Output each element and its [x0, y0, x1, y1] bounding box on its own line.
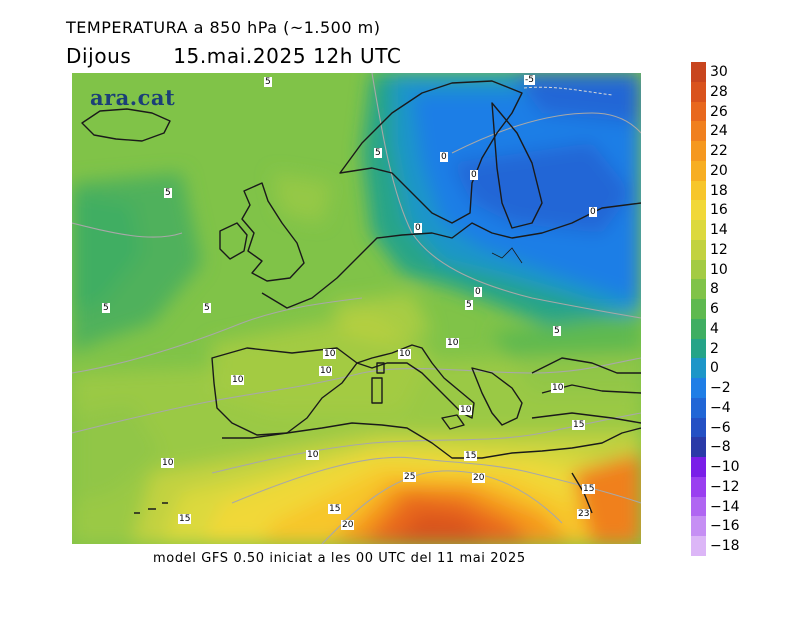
contour-label: 0: [440, 152, 448, 162]
colorbar-swatch: [691, 81, 706, 102]
colorbar-swatch: [691, 338, 706, 359]
contour-label: -5: [524, 75, 535, 85]
colorbar-swatch: [691, 496, 706, 517]
colorbar-swatch: [691, 536, 706, 557]
colorbar-swatch: [691, 476, 706, 498]
forecast-day: Dijous: [66, 44, 132, 68]
contour-label: 5: [203, 303, 211, 313]
colorbar-swatch: [691, 516, 706, 537]
colorbar-swatch: [691, 417, 706, 438]
colorbar-tick-label: −2: [710, 380, 731, 397]
colorbar-swatch: [691, 279, 706, 300]
contour-label: 0: [414, 223, 422, 233]
contour-label: 0: [589, 207, 597, 217]
colorbar-tick-label: 20: [710, 162, 728, 179]
colorbar-tick-label: 16: [710, 202, 728, 219]
colorbar-tick-label: 2: [710, 340, 719, 357]
contour-label: 10: [231, 375, 245, 385]
colorbar-swatch: [691, 101, 706, 122]
colorbar-swatch: [691, 358, 706, 379]
colorbar-swatch: [691, 180, 706, 201]
colorbar-swatch: [691, 220, 706, 241]
colorbar-swatch: [691, 200, 706, 221]
contour-label: 23: [577, 509, 591, 519]
colorbar-tick-label: −6: [710, 419, 731, 436]
colorbar-tick-label: −8: [710, 439, 731, 456]
colorbar-swatch: [691, 121, 706, 142]
colorbar-tick-label: 4: [710, 320, 719, 337]
forecast-datetime: 15.mai.2025 12h UTC: [173, 44, 402, 68]
colorbar-swatch: [691, 318, 706, 340]
contour-label: 10: [551, 383, 565, 393]
map-field: [72, 73, 641, 544]
temperature-map: ara.cat 5 -5 5 0 0 5 0 0 5 5 0 5 5 10 10…: [72, 73, 641, 544]
colorbar-tick-label: 24: [710, 123, 728, 140]
colorbar-tick-label: 26: [710, 103, 728, 120]
contour-label: 10: [161, 458, 175, 468]
colorbar-tick-label: −10: [710, 459, 740, 476]
colorbar-swatch: [691, 457, 706, 478]
colorbar-tick-label: 28: [710, 83, 728, 100]
contour-label: 5: [102, 303, 110, 313]
colorbar-tick-label: 22: [710, 143, 728, 160]
colorbar-tick-label: 12: [710, 241, 728, 258]
model-info: model GFS 0.50 iniciat a les 00 UTC del …: [153, 551, 526, 566]
colorbar-tick-label: −4: [710, 399, 731, 416]
contour-label: 15: [464, 451, 478, 461]
contour-label: 0: [470, 170, 478, 180]
colorbar-tick-label: 0: [710, 360, 719, 377]
colorbar-tick-label: 10: [710, 261, 728, 278]
contour-label: 20: [341, 520, 355, 530]
map-title: TEMPERATURA a 850 hPa (~1.500 m): [66, 18, 381, 37]
contour-label: 10: [323, 349, 337, 359]
colorbar-tick-label: 14: [710, 222, 728, 239]
colorbar-tick-label: 30: [710, 64, 728, 80]
contour-label: 15: [178, 514, 192, 524]
colorbar-swatch: [691, 378, 706, 399]
colorbar-swatch: [691, 239, 706, 261]
colorbar-tick-label: −14: [710, 498, 740, 515]
colorbar-tick-label: 8: [710, 281, 719, 298]
contour-label: 10: [306, 450, 320, 460]
contour-label: 15: [572, 420, 586, 430]
contour-label: 25: [403, 472, 417, 482]
temperature-colorbar: [691, 62, 706, 557]
contour-label: 20: [472, 473, 486, 483]
colorbar-tick-label: 18: [710, 182, 728, 199]
contour-label: 0: [474, 287, 482, 297]
contour-label: 5: [374, 148, 382, 158]
colorbar-swatch: [691, 259, 706, 280]
colorbar-tick-label: −16: [710, 518, 740, 535]
contour-label: 10: [319, 366, 333, 376]
contour-label: 10: [398, 349, 412, 359]
colorbar-swatch: [691, 397, 706, 419]
contour-label: 15: [328, 504, 342, 514]
contour-label: 5: [264, 77, 272, 87]
ara-cat-logo: ara.cat: [90, 85, 176, 110]
contour-label: 10: [446, 338, 460, 348]
colorbar-tick-label: 6: [710, 301, 719, 318]
colorbar-tick-label: −12: [710, 478, 740, 495]
contour-label: 5: [553, 326, 561, 336]
colorbar-tick-label: −18: [710, 538, 740, 555]
contour-label: 5: [465, 300, 473, 310]
colorbar-swatch: [691, 141, 706, 162]
contour-label: 5: [164, 188, 172, 198]
colorbar-swatch: [691, 299, 706, 320]
contour-label: 15: [582, 484, 596, 494]
colorbar-swatch: [691, 160, 706, 182]
colorbar-swatch: [691, 62, 706, 83]
map-subtitle: Dijous 15.mai.2025 12h UTC: [66, 44, 401, 68]
colorbar-swatch: [691, 437, 706, 458]
contour-label: 10: [459, 405, 473, 415]
